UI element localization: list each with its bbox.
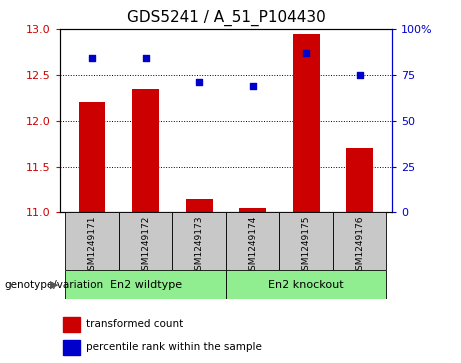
Bar xyxy=(63,339,80,355)
Bar xyxy=(333,212,386,270)
Text: GSM1249175: GSM1249175 xyxy=(301,215,311,276)
Bar xyxy=(119,212,172,270)
Point xyxy=(356,72,363,78)
Text: GSM1249171: GSM1249171 xyxy=(88,215,96,276)
Text: GSM1249174: GSM1249174 xyxy=(248,215,257,276)
Bar xyxy=(239,208,266,212)
Point xyxy=(89,56,96,61)
Text: En2 knockout: En2 knockout xyxy=(268,280,344,290)
Bar xyxy=(65,270,226,299)
Bar xyxy=(63,317,80,332)
Text: percentile rank within the sample: percentile rank within the sample xyxy=(87,342,262,352)
Bar xyxy=(293,34,319,212)
Point xyxy=(249,83,256,89)
Bar xyxy=(279,212,333,270)
Title: GDS5241 / A_51_P104430: GDS5241 / A_51_P104430 xyxy=(126,10,325,26)
Bar xyxy=(226,212,279,270)
Text: GSM1249176: GSM1249176 xyxy=(355,215,364,276)
Text: ▶: ▶ xyxy=(50,280,59,290)
Bar xyxy=(65,212,119,270)
Bar xyxy=(186,199,213,212)
Bar xyxy=(79,102,106,212)
Text: En2 wildtype: En2 wildtype xyxy=(110,280,182,290)
Text: transformed count: transformed count xyxy=(87,319,184,330)
Point xyxy=(302,50,310,56)
Point xyxy=(142,56,149,61)
Text: GSM1249173: GSM1249173 xyxy=(195,215,204,276)
Point xyxy=(195,79,203,85)
Text: genotype/variation: genotype/variation xyxy=(5,280,104,290)
Bar xyxy=(132,89,159,212)
Bar xyxy=(172,212,226,270)
Bar xyxy=(346,148,373,212)
Bar xyxy=(226,270,386,299)
Text: GSM1249172: GSM1249172 xyxy=(141,215,150,276)
